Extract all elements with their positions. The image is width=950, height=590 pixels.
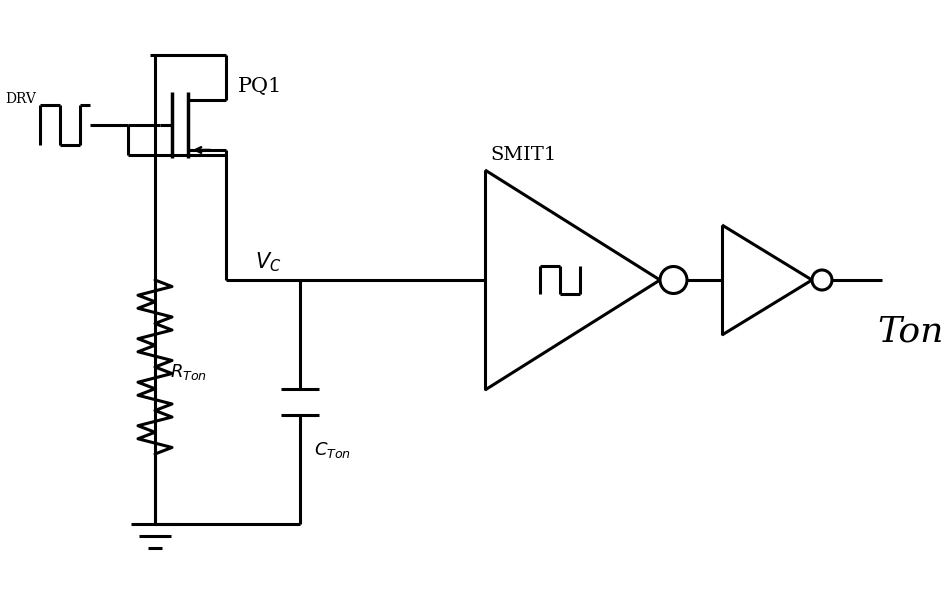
Text: Ton: Ton <box>877 315 943 349</box>
Text: PQ1: PQ1 <box>238 77 282 96</box>
Text: $V_C$: $V_C$ <box>255 250 281 274</box>
Text: $R_{Ton}$: $R_{Ton}$ <box>170 362 207 382</box>
Text: SMIT1: SMIT1 <box>490 146 557 164</box>
Text: DRV: DRV <box>5 92 36 106</box>
Text: $C_{Ton}$: $C_{Ton}$ <box>314 440 352 460</box>
